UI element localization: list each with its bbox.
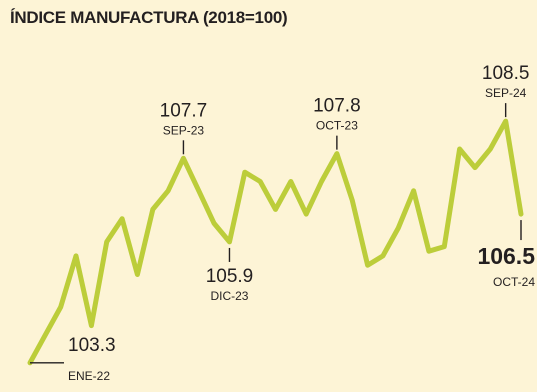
data-point-30 xyxy=(488,147,493,151)
data-point-29 xyxy=(473,165,477,170)
annotation-dic-23-value: 105.9 xyxy=(206,266,254,287)
data-point-22 xyxy=(365,263,370,268)
data-point-6 xyxy=(120,216,125,221)
data-point-10 xyxy=(181,156,186,161)
data-point-11 xyxy=(196,188,201,193)
annotation-dic-23-date: DIC-23 xyxy=(210,289,248,303)
annotation-ene-22-value: 103.3 xyxy=(68,335,116,356)
annotation-sep-23-date: SEP-23 xyxy=(163,123,205,137)
data-point-16 xyxy=(273,207,278,212)
data-point-18 xyxy=(304,212,309,217)
data-point-27 xyxy=(442,244,447,249)
annotation-oct-23-value: 107.8 xyxy=(313,96,361,117)
annotation-oct-23-date: OCT-23 xyxy=(316,119,358,133)
annotation-sep-24-value: 108.5 xyxy=(482,63,530,84)
data-point-19 xyxy=(319,179,324,184)
data-point-23 xyxy=(380,253,385,258)
data-point-21 xyxy=(350,198,355,203)
data-point-26 xyxy=(426,249,431,254)
data-point-24 xyxy=(396,226,401,230)
data-point-17 xyxy=(288,179,293,184)
data-point-7 xyxy=(135,272,140,277)
data-point-5 xyxy=(104,239,109,244)
data-point-12 xyxy=(212,221,217,226)
chart-title: ÍNDICE MANUFACTURA (2018=100) xyxy=(10,8,288,27)
data-point-25 xyxy=(411,188,416,193)
annotation-ene-22-date: ENE-22 xyxy=(68,369,110,383)
data-point-2 xyxy=(58,305,63,309)
data-point-20 xyxy=(334,151,339,156)
annotation-sep-24-date: SEP-24 xyxy=(485,86,527,100)
annotation-oct-24-value: 106.5 xyxy=(477,243,535,269)
series-line xyxy=(27,118,524,366)
annotation-oct-24-date: OCT-24 xyxy=(493,275,535,289)
data-point-3 xyxy=(74,253,78,258)
data-point-9 xyxy=(166,188,171,193)
data-point-31 xyxy=(503,119,508,124)
data-point-1 xyxy=(43,332,48,337)
data-point-14 xyxy=(242,170,247,175)
data-point-13 xyxy=(227,239,232,244)
data-point-4 xyxy=(89,323,94,328)
data-point-32 xyxy=(519,212,523,217)
data-point-8 xyxy=(150,207,155,212)
annotation-sep-23-value: 107.7 xyxy=(160,100,208,121)
data-point-15 xyxy=(258,179,263,184)
data-point-28 xyxy=(457,147,462,151)
